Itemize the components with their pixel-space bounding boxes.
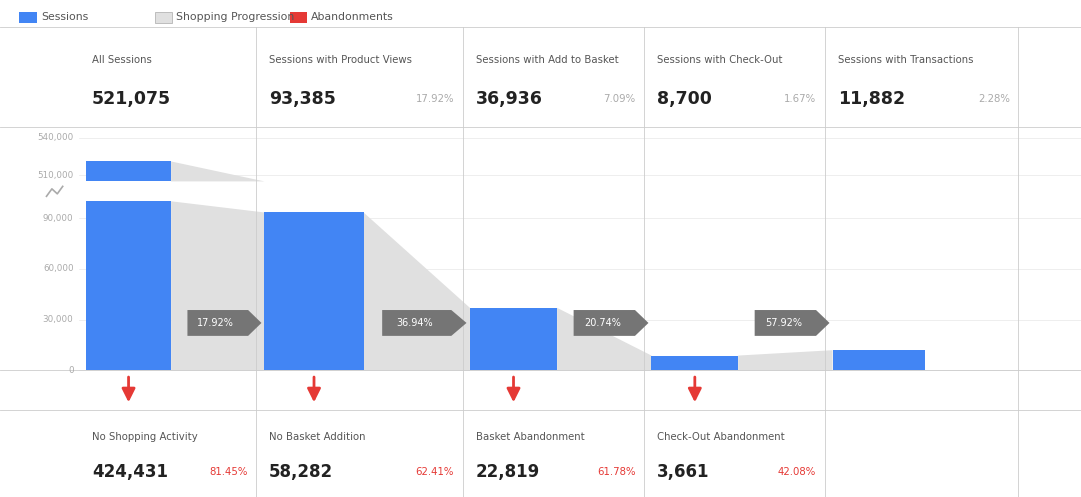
Bar: [86, 201, 171, 370]
Text: 424,431: 424,431: [92, 463, 168, 481]
Polygon shape: [187, 310, 262, 336]
Text: All Sessions: All Sessions: [92, 55, 151, 65]
Text: 540,000: 540,000: [37, 133, 74, 143]
Text: 62.41%: 62.41%: [416, 467, 454, 477]
Polygon shape: [171, 201, 265, 370]
Text: 58,282: 58,282: [269, 463, 333, 481]
Text: 2.28%: 2.28%: [978, 94, 1010, 104]
Text: 90,000: 90,000: [43, 214, 74, 223]
Text: 61.78%: 61.78%: [597, 467, 636, 477]
Text: 11,882: 11,882: [838, 90, 905, 108]
Bar: [86, 162, 171, 181]
Text: 17.92%: 17.92%: [415, 94, 454, 104]
Text: 510,000: 510,000: [37, 170, 74, 180]
Bar: [265, 212, 363, 370]
Text: 30,000: 30,000: [43, 315, 74, 324]
Text: Sessions with Check-Out: Sessions with Check-Out: [657, 55, 783, 65]
Polygon shape: [383, 310, 467, 336]
Text: 1.67%: 1.67%: [784, 94, 816, 104]
Text: No Basket Addition: No Basket Addition: [269, 432, 365, 442]
Text: 36.94%: 36.94%: [396, 318, 432, 328]
Text: 57.92%: 57.92%: [765, 318, 802, 328]
Text: 60,000: 60,000: [43, 264, 74, 273]
Text: 17.92%: 17.92%: [198, 318, 235, 328]
Text: 22,819: 22,819: [476, 463, 539, 481]
Text: 3,661: 3,661: [657, 463, 710, 481]
Text: 42.08%: 42.08%: [778, 467, 816, 477]
Text: Basket Abandonment: Basket Abandonment: [476, 432, 585, 442]
Text: 8,700: 8,700: [657, 90, 712, 108]
Text: Sessions with Transactions: Sessions with Transactions: [838, 55, 973, 65]
Bar: [19, 12, 37, 23]
Text: No Shopping Activity: No Shopping Activity: [92, 432, 198, 442]
Bar: [155, 12, 172, 23]
Polygon shape: [363, 212, 470, 370]
Text: Sessions with Product Views: Sessions with Product Views: [269, 55, 412, 65]
Text: 521,075: 521,075: [92, 90, 171, 108]
Polygon shape: [755, 310, 829, 336]
Text: 7.09%: 7.09%: [603, 94, 636, 104]
Text: 93,385: 93,385: [269, 90, 336, 108]
Text: 81.45%: 81.45%: [210, 467, 248, 477]
Polygon shape: [738, 350, 832, 370]
Text: 36,936: 36,936: [476, 90, 543, 108]
Text: Check-Out Abandonment: Check-Out Abandonment: [657, 432, 785, 442]
Bar: [290, 12, 307, 23]
Polygon shape: [557, 308, 652, 370]
Bar: [470, 308, 557, 370]
Bar: [832, 350, 925, 370]
Polygon shape: [171, 162, 265, 181]
Text: Abandonments: Abandonments: [311, 12, 395, 22]
Text: Shopping Progression: Shopping Progression: [176, 12, 294, 22]
Text: 0: 0: [68, 366, 74, 375]
Bar: [652, 355, 738, 370]
Text: Sessions with Add to Basket: Sessions with Add to Basket: [476, 55, 618, 65]
Polygon shape: [574, 310, 649, 336]
Text: Sessions: Sessions: [41, 12, 89, 22]
Text: 20.74%: 20.74%: [584, 318, 620, 328]
